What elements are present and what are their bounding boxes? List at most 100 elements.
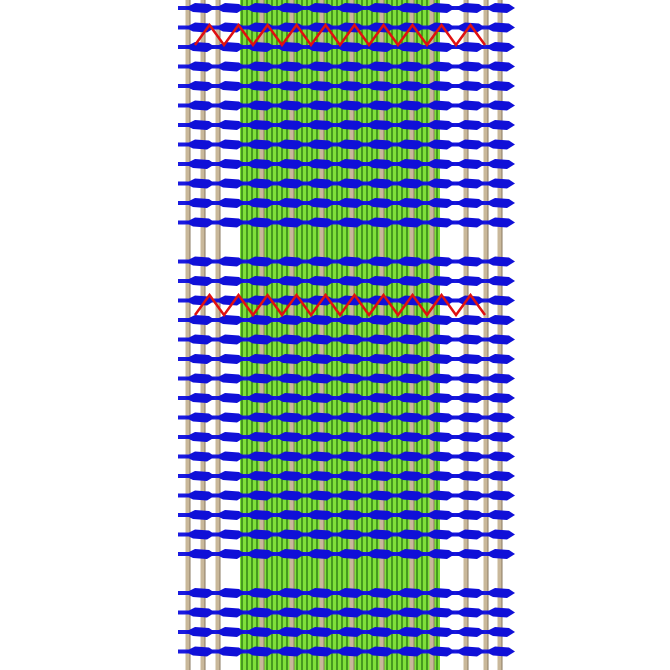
floor-slab <box>245 3 275 13</box>
floor-slab <box>245 607 275 618</box>
floor-slab <box>185 373 215 384</box>
floor-slab <box>425 354 455 364</box>
floor-slab <box>245 256 275 267</box>
floor-slab <box>365 354 395 364</box>
floor-slab <box>215 217 245 228</box>
floor-slab <box>335 471 365 481</box>
floor-slab <box>485 139 515 150</box>
floor-slab <box>275 451 305 462</box>
floor-slab <box>395 588 425 598</box>
floor-slab <box>455 120 485 130</box>
floor-slab <box>275 139 305 150</box>
floor-slab <box>215 646 245 657</box>
floor-slab <box>365 549 395 559</box>
floor-slab <box>335 646 365 657</box>
floor-slab <box>185 451 215 462</box>
floor-slab <box>245 61 275 72</box>
floor-slab <box>335 61 365 72</box>
floor-slab <box>305 81 335 91</box>
column <box>483 0 489 670</box>
floor-slab <box>335 198 365 208</box>
floor-slab <box>395 178 425 189</box>
floor-slab <box>305 471 335 481</box>
floor-slab <box>335 451 365 462</box>
floor-slab <box>275 529 305 540</box>
floor-slab <box>305 100 335 111</box>
floor-slab <box>185 139 215 150</box>
floor-slab <box>425 549 455 559</box>
floor-slab <box>185 412 215 423</box>
floor-slab <box>275 607 305 618</box>
floor-slab <box>425 510 455 520</box>
floor-slab <box>245 334 275 345</box>
floor-slab <box>185 42 215 52</box>
floor-slab <box>215 549 245 559</box>
floor-slab <box>335 373 365 384</box>
floor-slab <box>305 217 335 228</box>
floor-slab <box>395 61 425 72</box>
floor-slab <box>455 217 485 228</box>
floor-slab <box>365 490 395 501</box>
floor-slab <box>185 529 215 540</box>
floor-slab <box>305 490 335 501</box>
floor-slab <box>365 393 395 403</box>
floor-slab <box>215 120 245 130</box>
floor-slab <box>455 451 485 462</box>
floor-slab <box>305 451 335 462</box>
floor-slab <box>395 120 425 130</box>
bracing-truss <box>193 22 487 48</box>
floor-slab <box>365 607 395 618</box>
floor-slab <box>305 276 335 286</box>
floor-slab <box>305 22 335 33</box>
floor-slab <box>485 315 515 325</box>
floor-slab <box>305 178 335 189</box>
floor-slab <box>245 588 275 598</box>
floor-slab <box>275 217 305 228</box>
floor-slab <box>395 81 425 91</box>
floor-slab <box>275 549 305 559</box>
floor-slab <box>245 393 275 403</box>
floor-slab <box>305 549 335 559</box>
floor-slab <box>335 490 365 501</box>
floor-slab <box>485 588 515 598</box>
floor-slab <box>365 159 395 169</box>
floor-slab <box>245 178 275 189</box>
floor-slab <box>485 412 515 423</box>
floor-slab <box>245 471 275 481</box>
floor-slab <box>395 373 425 384</box>
floor-slab <box>185 3 215 13</box>
floor-slab <box>485 627 515 637</box>
floor-slab <box>485 529 515 540</box>
floor-slab <box>335 42 365 52</box>
floor-slab <box>275 432 305 442</box>
floor-slab <box>485 607 515 618</box>
floor-slab <box>275 412 305 423</box>
floor-slab <box>305 198 335 208</box>
floor-slab <box>305 529 335 540</box>
floor-slab <box>335 159 365 169</box>
floor-slab <box>305 373 335 384</box>
floor-slab <box>395 490 425 501</box>
floor-slab <box>485 217 515 228</box>
floor-slab <box>485 159 515 169</box>
floor-slab <box>485 22 515 33</box>
floor-slab <box>275 3 305 13</box>
floor-slab <box>485 178 515 189</box>
floor-slab <box>245 100 275 111</box>
floor-slab <box>275 588 305 598</box>
floor-slab <box>425 607 455 618</box>
floor-slab <box>455 393 485 403</box>
floor-slab <box>485 334 515 345</box>
floor-slab <box>215 627 245 637</box>
floor-slab <box>245 627 275 637</box>
floor-slab <box>275 373 305 384</box>
floor-slab <box>365 510 395 520</box>
floor-slab <box>425 529 455 540</box>
floor-slab <box>245 81 275 91</box>
floor-slab <box>485 256 515 267</box>
floor-slab <box>395 646 425 657</box>
floor-slab <box>305 3 335 13</box>
floor-slab <box>485 61 515 72</box>
